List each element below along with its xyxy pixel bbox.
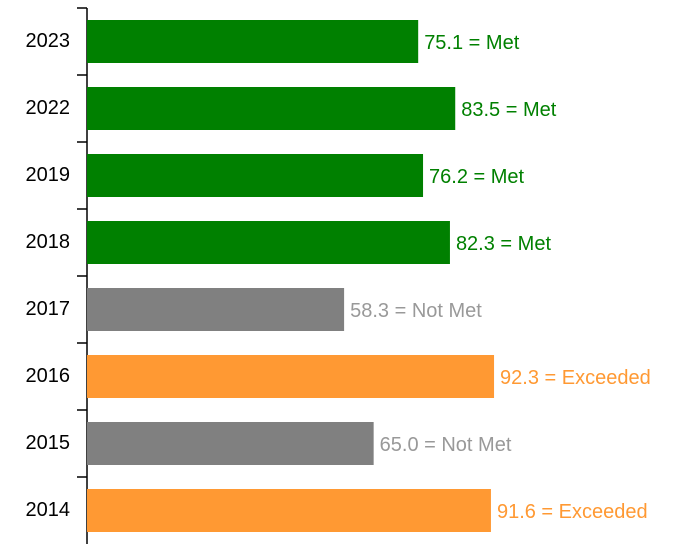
y-tick-label: 2019	[26, 164, 71, 186]
bar	[87, 422, 374, 465]
data-label: 82.3 = Met	[456, 233, 552, 255]
bar	[87, 221, 450, 264]
bar	[87, 288, 345, 331]
y-tick-label: 2017	[26, 298, 71, 320]
data-label: 92.3 = Exceeded	[500, 367, 651, 389]
data-label: 83.5 = Met	[461, 99, 557, 121]
y-tick-label: 2022	[26, 97, 71, 119]
bar	[87, 489, 491, 532]
y-tick-label: 2016	[26, 365, 71, 387]
data-label: 65.0 = Not Met	[380, 434, 512, 456]
bar	[87, 20, 419, 63]
data-label: 58.3 = Not Met	[350, 300, 482, 322]
bar	[87, 154, 424, 197]
y-tick-label: 2014	[26, 499, 71, 521]
y-tick-label: 2018	[26, 231, 71, 253]
data-label: 91.6 = Exceeded	[497, 501, 648, 523]
bar	[87, 355, 495, 398]
y-tick-label: 2015	[26, 432, 71, 454]
bar	[87, 87, 456, 130]
data-label: 75.1 = Met	[424, 32, 520, 54]
y-tick-label: 2023	[26, 30, 71, 52]
data-label: 76.2 = Met	[429, 166, 525, 188]
